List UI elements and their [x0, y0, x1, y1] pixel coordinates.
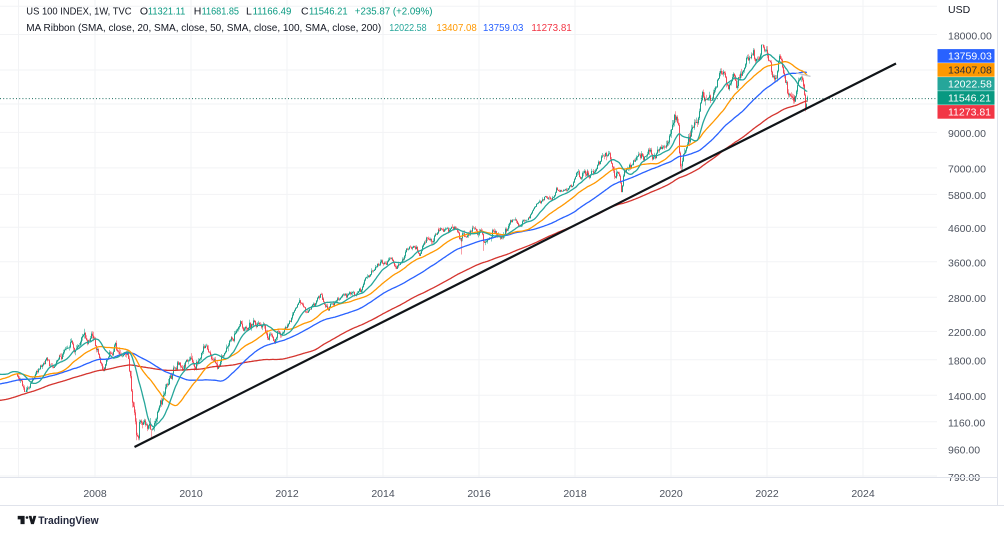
svg-text:3600.00: 3600.00 — [948, 258, 986, 270]
svg-text:2014: 2014 — [371, 488, 395, 500]
svg-text:1800.00: 1800.00 — [948, 356, 986, 368]
svg-text:L: L — [246, 5, 252, 17]
svg-text:1160.00: 1160.00 — [948, 418, 985, 430]
svg-text:9000.00: 9000.00 — [948, 128, 986, 140]
svg-text:960.00: 960.00 — [948, 444, 980, 456]
svg-text:7000.00: 7000.00 — [948, 164, 986, 176]
svg-text:2016: 2016 — [467, 488, 491, 500]
svg-text:US 100 INDEX, 1W, TVC: US 100 INDEX, 1W, TVC — [26, 5, 132, 17]
svg-text:5800.00: 5800.00 — [948, 190, 986, 202]
svg-text:2020: 2020 — [659, 488, 683, 500]
svg-text:2010: 2010 — [179, 488, 203, 500]
svg-text:13759.03: 13759.03 — [483, 22, 524, 34]
svg-text:2022: 2022 — [755, 488, 779, 500]
svg-text:13759.03: 13759.03 — [948, 51, 992, 63]
svg-text:2008: 2008 — [83, 488, 107, 500]
svg-text:2800.00: 2800.00 — [948, 293, 986, 305]
svg-text:2024: 2024 — [851, 488, 875, 500]
svg-text:12022.58: 12022.58 — [948, 79, 992, 91]
svg-text:18000.00: 18000.00 — [948, 30, 992, 42]
svg-text:11166.49: 11166.49 — [253, 5, 292, 17]
svg-text:2200.00: 2200.00 — [948, 327, 986, 339]
svg-text:11273.81: 11273.81 — [948, 107, 991, 119]
svg-text:1400.00: 1400.00 — [948, 391, 986, 403]
svg-text:USD: USD — [948, 4, 971, 16]
svg-text:2018: 2018 — [563, 488, 587, 500]
svg-text:11546.21: 11546.21 — [309, 5, 348, 17]
svg-text:TradingView: TradingView — [38, 515, 98, 527]
svg-text:11546.21: 11546.21 — [948, 93, 991, 105]
svg-text:H: H — [194, 5, 202, 17]
svg-text:C: C — [301, 5, 309, 17]
svg-text:13407.08: 13407.08 — [948, 65, 992, 77]
svg-text:O: O — [140, 5, 148, 17]
svg-text:13407.08: 13407.08 — [436, 22, 477, 34]
svg-text:+235.87 (+2.09%): +235.87 (+2.09%) — [355, 5, 433, 17]
svg-text:11681.85: 11681.85 — [202, 5, 240, 17]
svg-text:MA Ribbon (SMA, close, 20, SMA: MA Ribbon (SMA, close, 20, SMA, close, 5… — [26, 22, 381, 34]
svg-text:11321.11: 11321.11 — [148, 5, 186, 17]
svg-text:2012: 2012 — [275, 488, 299, 500]
svg-text:4600.00: 4600.00 — [948, 223, 986, 235]
svg-text:11273.81: 11273.81 — [531, 22, 572, 34]
svg-text:12022.58: 12022.58 — [389, 22, 427, 34]
